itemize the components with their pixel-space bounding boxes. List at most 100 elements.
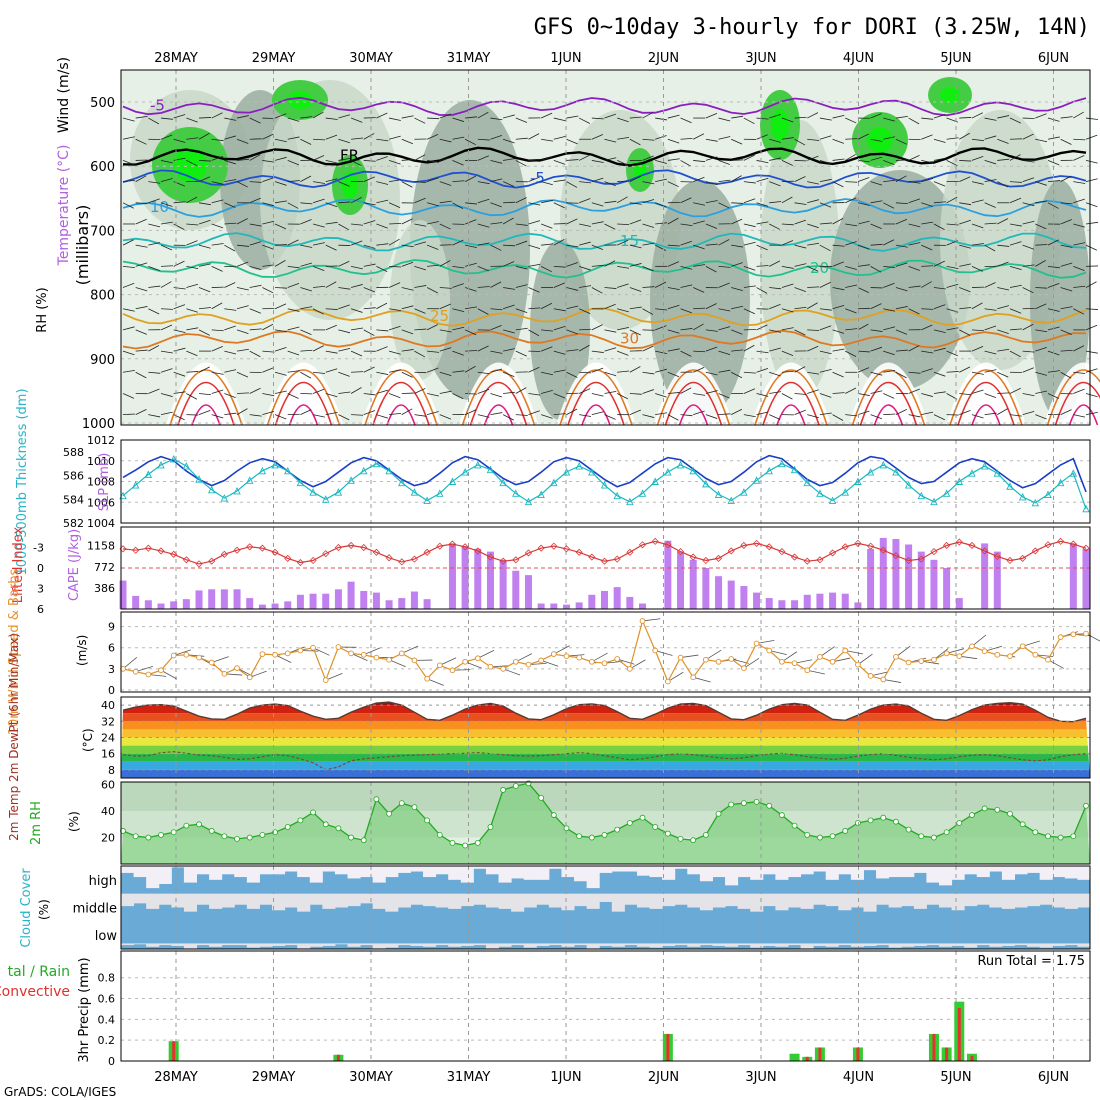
wind-barb <box>680 197 692 204</box>
wind-barb <box>401 287 414 291</box>
cape-tick: 772 <box>94 561 115 574</box>
cloud-high-gap <box>636 866 651 876</box>
wind-barb <box>249 328 262 331</box>
wind-tick: 3 <box>108 663 115 676</box>
rh2m-marker <box>348 834 354 841</box>
wind-barb <box>629 329 641 336</box>
wind-barb <box>350 350 363 357</box>
wind-barb <box>819 178 832 183</box>
wind-barb <box>579 198 591 204</box>
cape-bar <box>499 559 507 609</box>
lifted-index-marker <box>410 555 418 563</box>
cape-bar <box>448 543 456 609</box>
wind-barb <box>224 179 237 183</box>
wind-barb <box>122 136 135 140</box>
isotherm-line <box>122 259 1087 279</box>
wind-barb <box>819 281 831 288</box>
wind-barb <box>426 367 439 373</box>
wind-barb <box>198 393 212 396</box>
wind-barb <box>350 308 363 313</box>
isotherm-40 <box>274 381 333 426</box>
cloud-frame <box>120 865 1091 950</box>
wind-barb <box>756 117 769 120</box>
cloud-high-gap <box>1001 866 1015 880</box>
wind-barb-10m <box>756 639 775 644</box>
wind-barb <box>287 393 299 399</box>
wind-barb <box>262 367 274 373</box>
wind-barb <box>819 368 832 373</box>
date-label-top: 6JUN <box>1038 51 1069 66</box>
wind-barb <box>388 282 401 288</box>
rh2m-marker <box>310 809 316 816</box>
lifted-index-marker <box>905 556 913 565</box>
wind-barb <box>312 223 325 228</box>
cloud-high-gap <box>913 866 927 873</box>
rh2m-marker <box>880 814 887 821</box>
wind-barb <box>427 117 440 120</box>
wind-barb <box>769 138 781 143</box>
wind-barb <box>211 138 224 142</box>
wind-barb <box>249 241 262 246</box>
wind-barb <box>617 117 629 123</box>
wind-barb <box>1035 200 1048 204</box>
wind-barb <box>135 202 148 205</box>
cape-bar <box>917 551 925 609</box>
wind-barb <box>794 366 806 373</box>
rh2m-marker <box>614 826 621 833</box>
wind-speed-marker <box>1083 630 1089 637</box>
cloud-high-gap <box>926 866 940 883</box>
temp-color-band <box>121 753 1090 762</box>
wind-barb <box>224 117 237 121</box>
wind-barb <box>186 223 199 226</box>
lifted-index-marker <box>474 547 482 555</box>
wind-barb <box>604 303 616 310</box>
cloud-low-gap <box>674 943 688 946</box>
cloud-high-gap <box>146 866 160 889</box>
wind-barb <box>135 371 147 379</box>
cloud-low-gap <box>183 943 198 949</box>
thickness-marker <box>1031 498 1040 507</box>
wind-barb <box>325 134 338 140</box>
wind-barb <box>743 223 756 228</box>
thickness-marker <box>385 466 393 475</box>
precip-ylabel: 3hr Precip (mm) <box>77 957 92 1062</box>
isotherm-45 <box>678 404 709 426</box>
wind-barb <box>249 154 261 161</box>
thickness-marker <box>448 477 457 485</box>
wind-speed-marker <box>981 648 988 655</box>
wind-barb <box>515 284 528 288</box>
wind-barb <box>477 181 490 185</box>
wind-barb <box>1022 133 1034 140</box>
wind-barb <box>540 302 553 310</box>
wind-barb <box>300 306 313 310</box>
wind-speed-marker <box>893 654 899 660</box>
wind-barb <box>604 287 617 289</box>
wind-barb <box>1085 178 1098 182</box>
thickness-marker <box>309 488 317 496</box>
wind-barb <box>1035 390 1048 394</box>
wind-barb <box>731 287 743 292</box>
cloud-low-gap <box>750 943 764 948</box>
wind-barb-10m <box>490 665 509 668</box>
cloud-mid-gap <box>1039 893 1053 905</box>
wind-barb <box>1035 223 1047 230</box>
wind-barb <box>439 414 452 420</box>
wind-barb <box>895 287 908 292</box>
wind-barb-10m <box>173 649 191 656</box>
wind-barb <box>845 154 856 161</box>
temperature-unit: (°C) <box>81 728 95 752</box>
cloud-high-gap <box>687 866 701 875</box>
wind-barb <box>959 307 972 310</box>
wind-barb <box>781 283 794 288</box>
wind-speed-marker <box>867 673 874 679</box>
wind-barb <box>363 220 376 225</box>
wind-barb <box>122 350 135 356</box>
wind-barb <box>503 348 515 352</box>
wind-barb <box>642 265 654 272</box>
wind-barb <box>591 287 603 294</box>
thickness-marker <box>182 462 191 470</box>
wind-barb <box>363 160 376 162</box>
cape-bar <box>537 603 545 609</box>
wind-barb <box>426 177 439 182</box>
wind-barb <box>769 304 781 310</box>
